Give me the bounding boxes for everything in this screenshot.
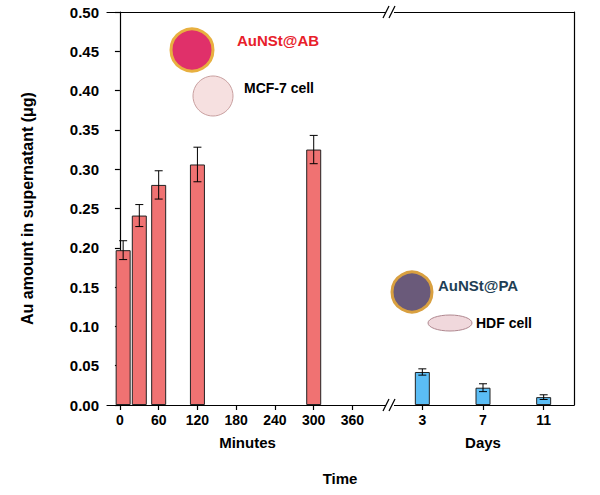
svg-text:0.40: 0.40 (70, 82, 99, 99)
svg-text:7: 7 (479, 412, 487, 428)
svg-text:Days: Days (465, 434, 501, 451)
svg-text:240: 240 (263, 412, 287, 428)
svg-text:Time: Time (323, 470, 358, 487)
svg-text:0.10: 0.10 (70, 318, 99, 335)
svg-text:Au amount in supernatant (μg): Au amount in supernatant (μg) (19, 92, 36, 325)
svg-text:0.50: 0.50 (70, 4, 99, 21)
svg-text:0.45: 0.45 (70, 43, 99, 60)
svg-text:300: 300 (302, 412, 326, 428)
svg-text:0.20: 0.20 (70, 239, 99, 256)
svg-text:180: 180 (225, 412, 249, 428)
svg-text:AuNSt@AB: AuNSt@AB (237, 32, 319, 49)
svg-text:0: 0 (116, 412, 124, 428)
svg-text:60: 60 (151, 412, 167, 428)
svg-text:0.00: 0.00 (70, 397, 99, 414)
svg-text:360: 360 (341, 412, 365, 428)
svg-text:3: 3 (418, 412, 426, 428)
svg-text:Minutes: Minutes (219, 434, 276, 451)
svg-text:11: 11 (536, 412, 551, 428)
svg-text:0.35: 0.35 (70, 121, 99, 138)
svg-text:0.15: 0.15 (70, 279, 99, 296)
svg-text:0.05: 0.05 (70, 357, 99, 374)
svg-text:120: 120 (186, 412, 210, 428)
svg-text:MCF-7 cell: MCF-7 cell (244, 80, 314, 96)
svg-text:0.25: 0.25 (70, 200, 99, 217)
svg-text:AuNSt@PA: AuNSt@PA (438, 277, 518, 294)
svg-text:HDF cell: HDF cell (476, 315, 532, 331)
svg-text:0.30: 0.30 (70, 161, 99, 178)
